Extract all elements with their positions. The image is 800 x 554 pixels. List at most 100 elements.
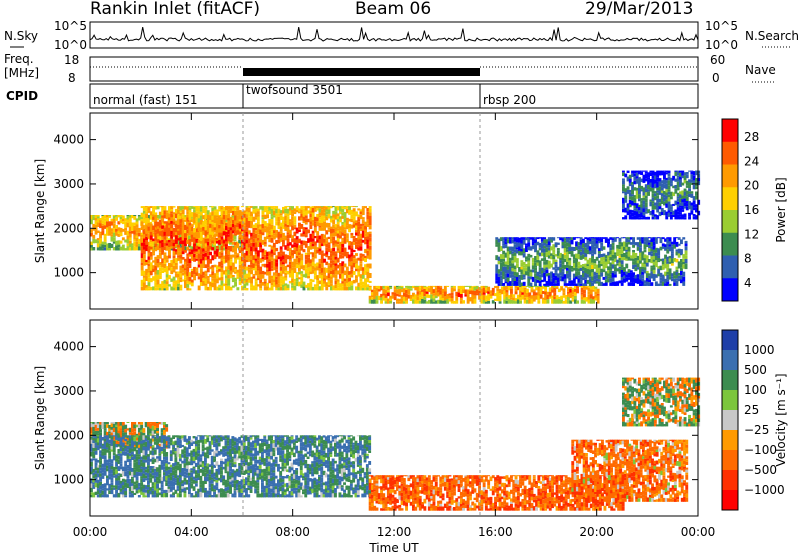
heatmap-cell (316, 286, 320, 291)
heatmap-cell (466, 285, 470, 287)
heatmap-cell (202, 256, 206, 261)
heatmap-cell (543, 245, 547, 249)
heatmap-cell (169, 437, 173, 443)
heatmap-cell (649, 210, 653, 216)
heatmap-cell (532, 285, 536, 287)
heatmap-cell (96, 435, 100, 437)
heatmap-cell (639, 283, 642, 286)
heatmap-cell (263, 210, 267, 213)
heatmap-cell (284, 220, 288, 224)
heatmap-cell (622, 184, 625, 187)
heatmap-cell (206, 218, 210, 223)
heatmap-cell (126, 219, 130, 223)
heatmap-cell (559, 237, 563, 241)
heatmap-cell (547, 272, 551, 276)
heatmap-cell (561, 276, 565, 282)
heatmap-cell (170, 238, 174, 242)
heatmap-cell (108, 455, 112, 459)
heatmap-cell (279, 261, 283, 265)
heatmap-cell (252, 263, 256, 269)
heatmap-cell (641, 266, 645, 269)
heatmap-cell (368, 280, 372, 283)
heatmap-cell (117, 459, 121, 464)
heatmap-cell (329, 206, 333, 209)
heatmap-cell (263, 225, 267, 229)
heatmap-cell (181, 454, 185, 458)
heatmap-cell (611, 273, 615, 278)
heatmap-cell (651, 206, 655, 210)
heatmap-cell (624, 173, 628, 178)
heatmap-cell (620, 282, 624, 286)
heatmap-cell (552, 254, 556, 259)
heatmap-cell (137, 432, 141, 436)
heatmap-cell (523, 299, 527, 304)
heatmap-cell (505, 289, 509, 293)
heatmap-cell (135, 424, 139, 428)
heatmap-cell (179, 237, 183, 241)
heatmap-cell (674, 216, 678, 220)
heatmap-cell (618, 258, 622, 260)
heatmap-cell (181, 226, 185, 230)
heatmap-cell (327, 223, 331, 228)
heatmap-cell (259, 242, 263, 248)
heatmap-cell (633, 202, 637, 206)
heatmap-cell (236, 257, 240, 260)
heatmap-cell (135, 244, 139, 247)
heatmap-cell (560, 299, 564, 304)
heatmap-cell (190, 274, 194, 278)
heatmap-cell (386, 285, 390, 287)
heatmap-cell (184, 279, 187, 285)
heatmap-cell (106, 488, 109, 491)
heatmap-cell (266, 259, 269, 264)
heatmap-cell (651, 197, 655, 202)
heatmap-cell (624, 188, 628, 192)
heatmap-cell (92, 223, 96, 228)
heatmap-cell (247, 247, 251, 252)
heatmap-cell (625, 242, 629, 247)
heatmap-cell (531, 245, 535, 250)
heatmap-cell (121, 215, 125, 219)
heatmap-cell (339, 230, 342, 235)
heatmap-cell (339, 273, 342, 279)
heatmap-cell (510, 293, 513, 298)
heatmap-cell (220, 257, 224, 261)
heatmap-cell (692, 180, 696, 185)
heatmap-cell (336, 257, 340, 263)
heatmap-cell (375, 295, 379, 301)
heatmap-cell (482, 294, 486, 300)
heatmap-cell (227, 265, 231, 270)
heatmap-cell (227, 269, 231, 275)
heatmap-cell (245, 243, 249, 248)
heatmap-cell (570, 246, 574, 251)
heatmap-cell (339, 254, 342, 259)
heatmap-cell (304, 229, 308, 235)
heatmap-cell (245, 278, 249, 283)
heatmap-cell (186, 271, 190, 276)
heatmap-cell (622, 186, 625, 192)
heatmap-cell (688, 191, 691, 194)
heatmap-cell (566, 246, 569, 250)
heatmap-cell (190, 231, 194, 235)
heatmap-cell (594, 297, 598, 301)
heatmap-cell (231, 277, 235, 283)
heatmap-cell (126, 215, 130, 216)
heatmap-cell (684, 259, 688, 264)
heatmap-cell (238, 247, 242, 251)
heatmap-cell (110, 423, 114, 427)
heatmap-cell (336, 285, 340, 288)
heatmap-cell (101, 467, 105, 473)
heatmap-cell (181, 244, 185, 247)
heatmap-cell (592, 289, 595, 292)
heatmap-cell (515, 263, 519, 268)
heatmap-cell (128, 491, 132, 495)
heatmap-cell (282, 237, 285, 240)
heatmap-cell (527, 237, 531, 239)
heatmap-cell (628, 192, 632, 197)
heatmap-cell (156, 233, 160, 237)
heatmap-cell (352, 242, 356, 245)
heatmap-cell (215, 272, 219, 276)
heatmap-cell (636, 246, 640, 251)
heatmap-cell (170, 206, 174, 208)
heatmap-cell (502, 261, 506, 265)
heatmap-cell (121, 237, 125, 241)
